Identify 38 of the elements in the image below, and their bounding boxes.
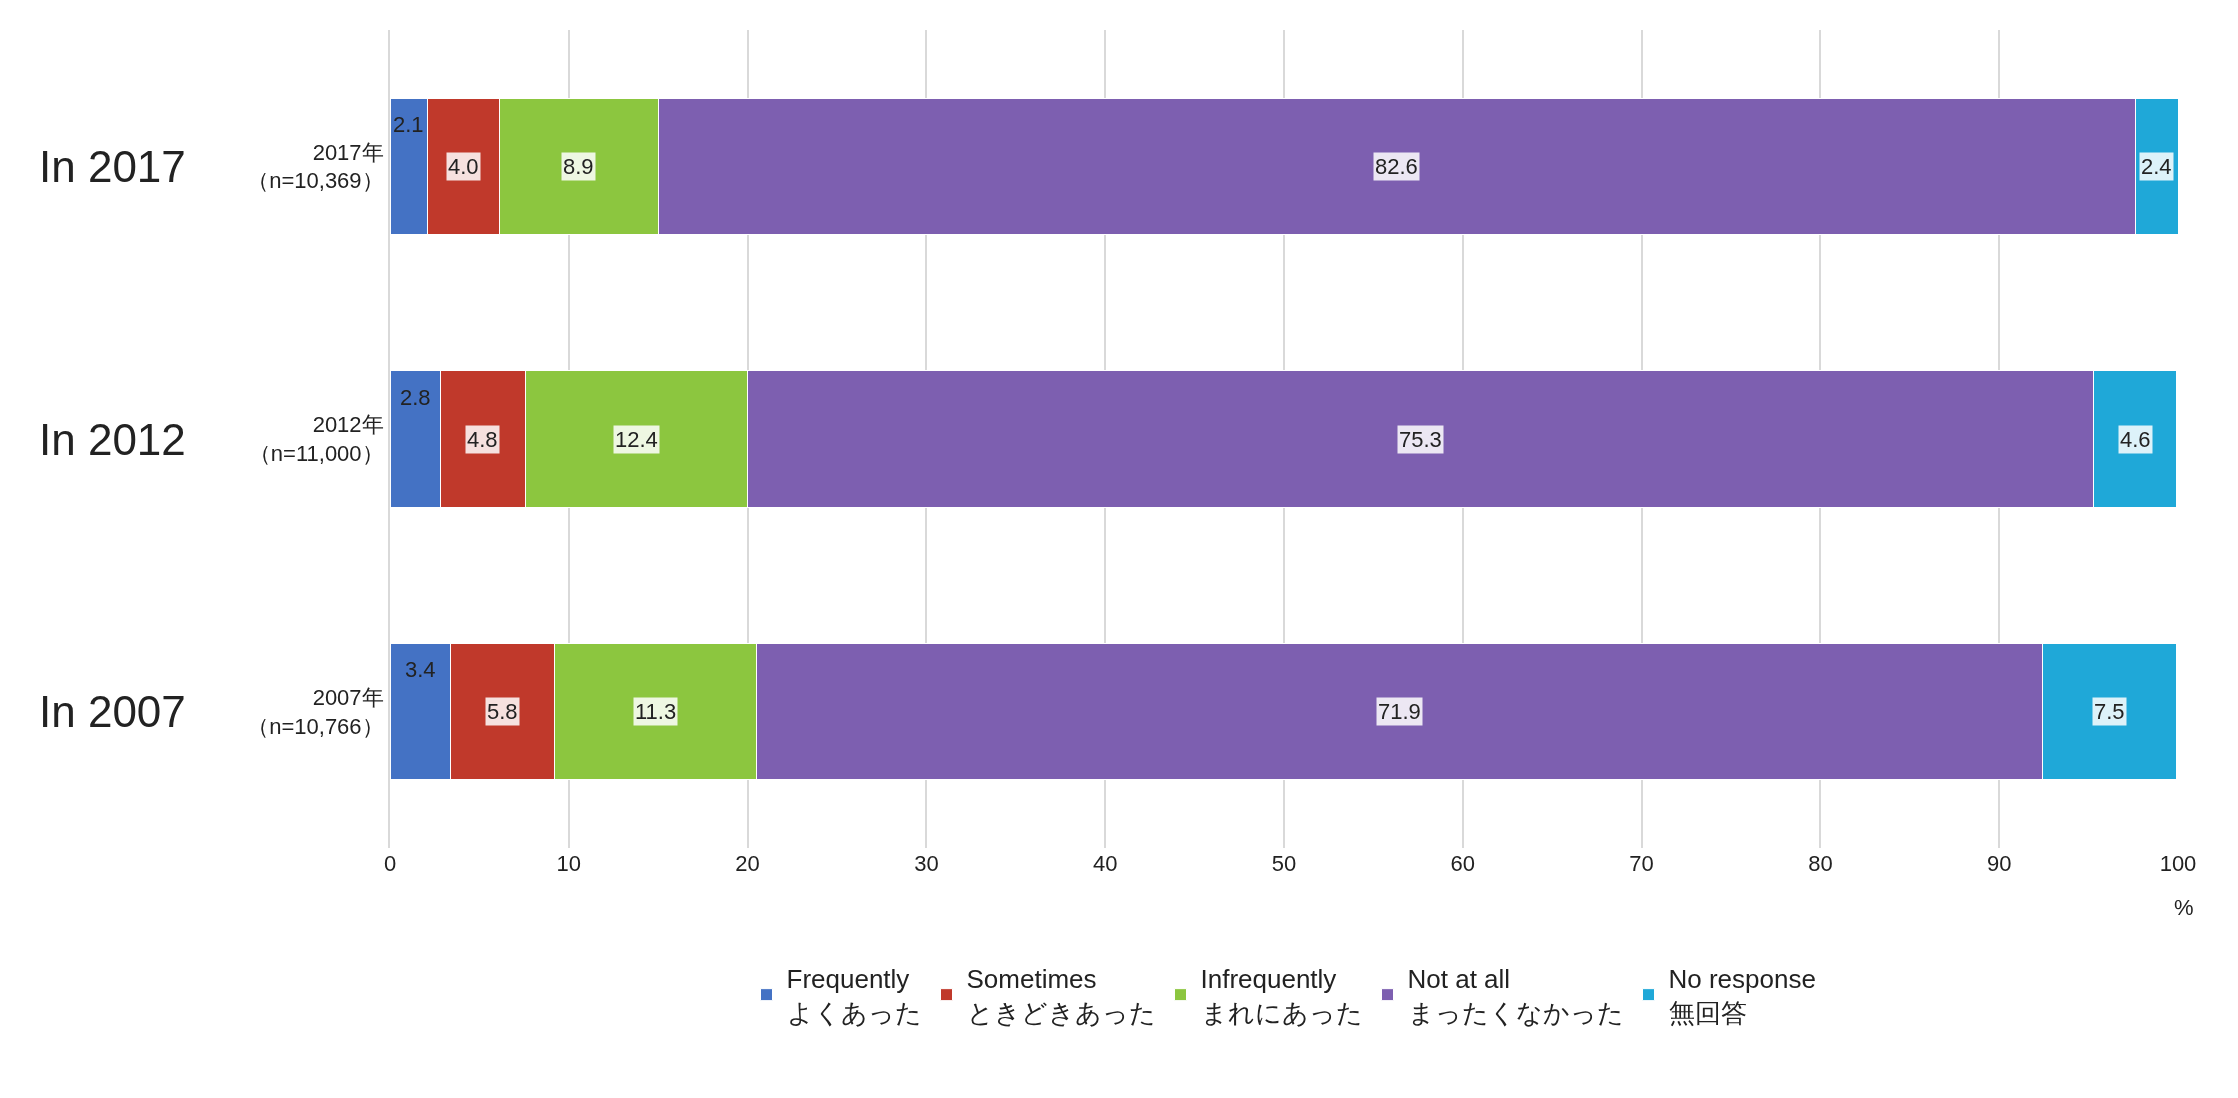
data-label: 12.4 [615,427,658,452]
data-label: 4.6 [2120,427,2151,452]
data-label: 4.8 [467,427,498,452]
data-label: 2.8 [400,385,431,410]
x-tick-label: 60 [1450,851,1476,876]
data-label: 2.4 [2141,154,2172,179]
x-tick-label: 20 [735,851,760,876]
x-tick-label: 30 [914,851,939,876]
data-label: 75.3 [1399,427,1442,452]
y-tick-label: 2012年（n=11,000） [248,412,384,466]
x-tick-label: 50 [1271,851,1297,876]
text: In 2012 [39,415,186,464]
data-label: 11.3 [635,699,677,724]
x-tick-label: 10 [556,851,582,876]
y-tick-label: 2017年（n=10,369） [247,139,384,194]
legend-label: Infrequently まれにあった [1200,963,1363,1028]
x-tick-label: 0 [383,851,397,876]
x-tick-label: 80 [1808,851,1833,876]
x-tick-label: 90 [1986,851,2012,876]
data-label: 3.4 [405,657,436,682]
x-axis-title: % [2174,895,2194,920]
data-label: 4.0 [448,154,479,179]
x-tick-label: 100 [2159,851,2197,876]
data-label: 71.9 [1378,699,1421,724]
text: In 2007 [39,687,186,736]
x-tick-label: 70 [1629,851,1654,876]
data-label: 5.8 [487,699,518,724]
legend-label: Not at all まったくなかった [1407,963,1624,1028]
data-label: 82.6 [1375,154,1418,179]
y-tick-label: 2007年（n=10,766） [247,685,384,739]
x-tick-label: 40 [1092,851,1118,876]
text: In 2017 [39,142,186,191]
data-label: 2.1 [393,112,424,137]
legend-label: No response 無回答 [1668,963,1816,1028]
legend-label: Sometimes ときどきあった [966,963,1156,1028]
legend-label: Frequently よくあった [786,963,922,1028]
data-label: 7.5 [2094,699,2125,724]
data-label: 8.9 [563,154,594,179]
